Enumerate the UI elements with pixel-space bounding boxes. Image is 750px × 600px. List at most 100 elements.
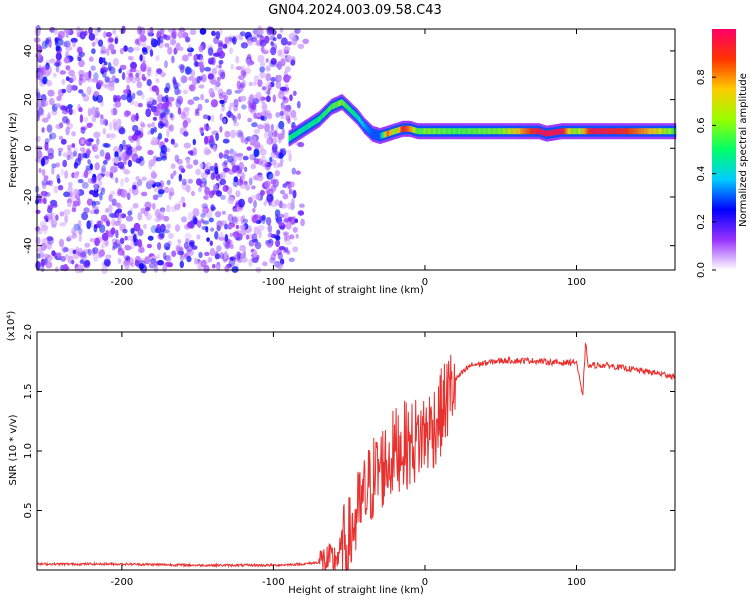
ridge-segment [445, 128, 447, 135]
noise-speckle [248, 196, 253, 204]
noise-speckle [132, 203, 139, 209]
noise-speckle [264, 162, 271, 171]
noise-speckle [287, 75, 292, 80]
ridge-segment [520, 128, 522, 135]
noise-speckle [222, 95, 229, 100]
noise-speckle [181, 178, 187, 186]
noise-speckle [198, 45, 204, 53]
y-tick-label: 1.5 [23, 384, 34, 400]
noise-speckle [241, 257, 248, 263]
ridge-segment [522, 128, 524, 135]
noise-speckle [147, 66, 152, 72]
noise-speckle [187, 150, 194, 155]
ridge-segment [643, 128, 645, 135]
noise-speckle [157, 120, 165, 129]
noise-speckle [68, 191, 73, 198]
ridge-segment [623, 128, 625, 135]
ridge-segment [473, 128, 475, 135]
ridge-segment [494, 128, 496, 135]
noise-speckle [214, 184, 218, 191]
noise-speckle [97, 251, 103, 259]
noise-speckle [113, 94, 117, 103]
noise-speckle [124, 176, 130, 183]
noise-speckle [179, 254, 185, 261]
x-tick-label: -100 [262, 577, 285, 588]
noise-speckle [59, 104, 66, 110]
ridge-segment [359, 117, 361, 124]
noise-speckle [246, 146, 252, 151]
noise-speckle [183, 242, 189, 250]
noise-speckle [274, 63, 279, 68]
noise-speckle [253, 200, 257, 209]
noise-speckle [291, 56, 296, 64]
noise-speckle [288, 188, 293, 195]
noise-speckle [266, 137, 274, 145]
noise-speckle [263, 131, 269, 139]
ridge-segment [593, 128, 595, 135]
ridge-segment [504, 128, 506, 135]
noise-speckle [290, 109, 297, 119]
y-tick-label: 0 [23, 145, 34, 151]
noise-speckle [224, 265, 230, 273]
noise-speckle [279, 86, 287, 92]
noise-speckle [86, 148, 91, 156]
ridge-segment [401, 126, 403, 133]
ridge-segment [539, 128, 541, 135]
noise-speckle [118, 127, 126, 135]
noise-speckle [187, 221, 194, 229]
ridge-segment [471, 128, 473, 135]
ridge-segment [619, 128, 621, 135]
ridge-segment [351, 108, 353, 115]
noise-speckle [233, 105, 239, 112]
noise-speckle [119, 64, 127, 70]
ridge-segment [302, 126, 304, 133]
ridge-segment [360, 118, 362, 125]
noise-speckle [147, 149, 154, 156]
noise-speckle [218, 41, 224, 47]
ridge-segment [505, 128, 507, 135]
x-tick-label: 0 [422, 577, 428, 588]
noise-speckle [252, 29, 259, 35]
ridge-segment [553, 129, 555, 136]
noise-speckle [105, 152, 111, 160]
noise-speckle [151, 99, 157, 105]
noise-speckle [77, 219, 82, 229]
ridge-segment [658, 128, 660, 135]
noise-speckle [41, 195, 47, 201]
ridge-segment [465, 128, 467, 135]
noise-speckle [280, 37, 288, 46]
ridge-segment [523, 128, 525, 135]
ridge-segment [544, 130, 546, 136]
noise-speckle [92, 253, 99, 262]
noise-speckle [203, 195, 209, 200]
noise-speckle [208, 217, 214, 223]
ridge-segment [588, 128, 590, 135]
noise-speckle [58, 151, 62, 157]
noise-speckle [251, 102, 257, 111]
noise-speckle [162, 263, 168, 273]
noise-speckle [200, 172, 208, 179]
noise-speckle [277, 133, 285, 140]
noise-speckle [112, 121, 118, 131]
noise-speckle [68, 194, 75, 204]
noise-speckle [115, 211, 123, 220]
noise-speckle [126, 192, 131, 201]
ridge-segment [394, 128, 396, 135]
noise-speckle [181, 31, 189, 39]
noise-speckle [177, 30, 183, 39]
noise-speckle [250, 194, 258, 200]
noise-speckle [152, 203, 156, 210]
noise-speckle [64, 253, 70, 259]
noise-speckle [78, 234, 83, 243]
noise-speckle [256, 158, 263, 166]
noise-speckle [72, 230, 77, 236]
ridge-segment [417, 128, 419, 135]
noise-speckle [154, 182, 162, 187]
noise-speckle [191, 77, 198, 86]
noise-speckle [111, 198, 117, 207]
ridge-segment [645, 128, 647, 135]
colorbar-tick-label: 0.4 [696, 166, 707, 182]
noise-speckle [261, 102, 268, 112]
noise-speckle [220, 194, 226, 200]
